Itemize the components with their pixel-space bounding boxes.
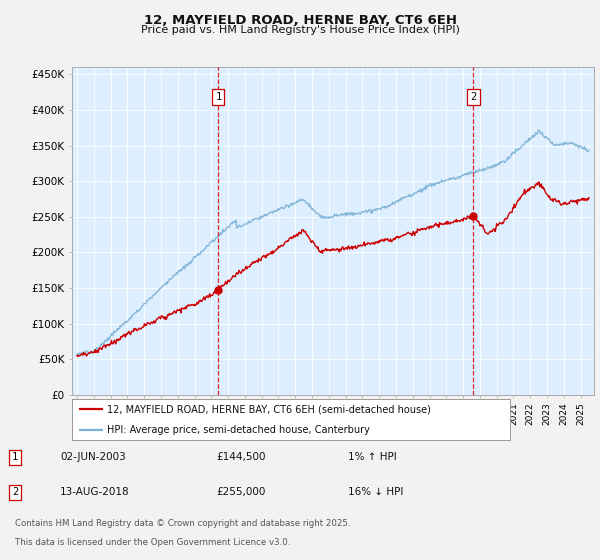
Text: 1: 1 [12,452,18,462]
Text: 12, MAYFIELD ROAD, HERNE BAY, CT6 6EH (semi-detached house): 12, MAYFIELD ROAD, HERNE BAY, CT6 6EH (s… [107,404,431,414]
Text: 12, MAYFIELD ROAD, HERNE BAY, CT6 6EH: 12, MAYFIELD ROAD, HERNE BAY, CT6 6EH [143,14,457,27]
Text: 2: 2 [12,487,18,497]
Text: 1: 1 [215,92,221,102]
Text: £255,000: £255,000 [216,487,265,497]
Text: 13-AUG-2018: 13-AUG-2018 [60,487,130,497]
Text: HPI: Average price, semi-detached house, Canterbury: HPI: Average price, semi-detached house,… [107,424,370,435]
Text: 16% ↓ HPI: 16% ↓ HPI [348,487,403,497]
Text: £144,500: £144,500 [216,452,265,462]
Text: 02-JUN-2003: 02-JUN-2003 [60,452,126,462]
Text: 2: 2 [470,92,476,102]
Text: Contains HM Land Registry data © Crown copyright and database right 2025.: Contains HM Land Registry data © Crown c… [15,519,350,528]
Text: 1% ↑ HPI: 1% ↑ HPI [348,452,397,462]
Text: Price paid vs. HM Land Registry's House Price Index (HPI): Price paid vs. HM Land Registry's House … [140,25,460,35]
Text: This data is licensed under the Open Government Licence v3.0.: This data is licensed under the Open Gov… [15,538,290,547]
